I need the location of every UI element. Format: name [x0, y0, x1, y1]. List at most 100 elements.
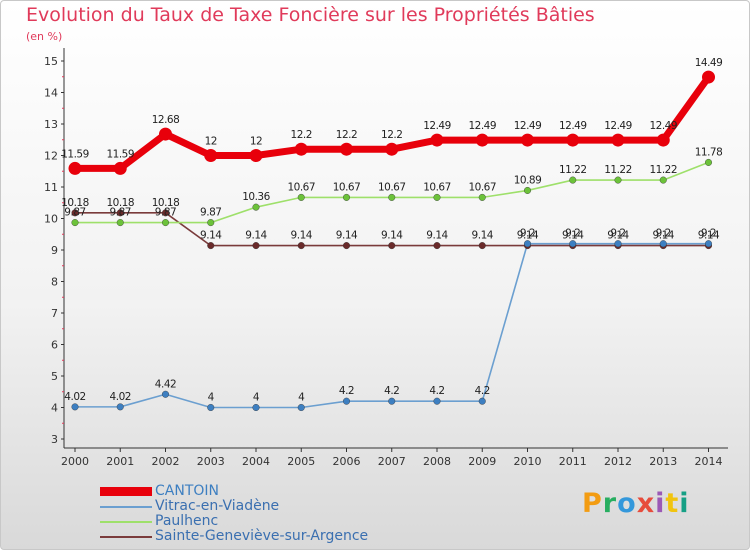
data-label: 9.14 — [245, 230, 267, 242]
data-label: 10.67 — [423, 181, 451, 193]
series-labels: 11.59 11.59 12.68 12 12 12.2 12.2 12.2 12.49 12.4… — [61, 57, 723, 404]
data-label: 9.14 — [517, 230, 539, 242]
data-point — [159, 127, 172, 141]
y-tick-label: 8 — [51, 276, 58, 289]
data-point — [71, 219, 79, 227]
data-point — [478, 242, 486, 250]
logo-letter: P — [582, 488, 603, 519]
legend-swatch — [100, 520, 152, 523]
data-point — [68, 161, 82, 175]
y-tick-label: 12 — [44, 150, 58, 163]
data-label: 9.87 — [64, 207, 85, 219]
chart-title: Evolution du Taux de Taxe Foncière sur l… — [26, 4, 595, 26]
legend-label: CANTOIN — [155, 483, 219, 499]
data-label: 9.2 — [520, 228, 535, 240]
data-point — [614, 240, 622, 248]
y-tick-label: 5 — [51, 370, 58, 383]
data-point — [340, 142, 353, 156]
data-point — [433, 242, 441, 250]
legend-swatch — [100, 487, 152, 496]
legend-item: Vitrac-en-Viadène — [100, 499, 420, 514]
data-label: 9.14 — [472, 230, 494, 242]
x-tick-label: 2006 — [333, 455, 361, 468]
data-label: 10.36 — [242, 191, 270, 203]
data-label: 12.49 — [468, 120, 496, 132]
data-label: 9.2 — [610, 228, 625, 240]
data-label: 4.02 — [110, 391, 131, 403]
data-label: 9.14 — [562, 230, 584, 242]
data-point — [433, 397, 441, 405]
data-point — [113, 161, 127, 175]
data-label: 9.87 — [155, 207, 176, 219]
data-point — [343, 397, 351, 405]
legend-item: Sainte-Geneviève-sur-Argence — [100, 529, 420, 544]
data-label: 9.2 — [565, 228, 580, 240]
data-point — [705, 158, 713, 166]
chart-legend: CANTOIN Vitrac-en-Viadène Paulhenc Sainte-G… — [100, 484, 420, 546]
data-point — [569, 176, 577, 184]
data-point — [524, 186, 532, 194]
data-point — [297, 193, 305, 201]
data-label: 9.14 — [336, 230, 358, 242]
x-tick-label: 2004 — [242, 455, 270, 468]
data-point — [475, 133, 489, 147]
x-tick-label: 2002 — [152, 455, 180, 468]
logo-letter: r — [602, 488, 618, 519]
data-point — [614, 176, 622, 184]
data-point — [385, 142, 399, 156]
data-point — [433, 193, 441, 201]
data-point — [656, 133, 670, 147]
data-point — [343, 242, 351, 250]
data-label: 12 — [250, 136, 262, 148]
data-point — [702, 70, 715, 84]
y-tick-label: 6 — [51, 339, 58, 352]
data-label: 9.14 — [653, 230, 675, 242]
data-label: 11.22 — [604, 164, 632, 176]
data-label: 12.49 — [559, 120, 587, 132]
data-label: 11.78 — [695, 146, 723, 158]
data-label: 4.42 — [155, 378, 176, 390]
data-point — [388, 193, 396, 201]
data-label: 10.18 — [106, 197, 134, 209]
data-point — [116, 219, 124, 227]
data-label: 12.49 — [514, 120, 542, 132]
data-point — [71, 403, 79, 411]
y-tick-label: 4 — [51, 402, 58, 415]
data-label: 11.59 — [106, 148, 134, 160]
x-tick-label: 2012 — [604, 455, 632, 468]
data-point — [343, 193, 351, 201]
data-label: 4 — [298, 392, 305, 404]
legend-item: CANTOIN — [100, 484, 420, 499]
logo-letter: o — [617, 488, 637, 519]
x-tick-label: 2001 — [106, 455, 134, 468]
y-tick-label: 3 — [51, 433, 58, 446]
data-label: 12.49 — [423, 120, 451, 132]
data-point — [611, 133, 625, 147]
y-tick-label: 7 — [51, 307, 58, 320]
x-tick-label: 2005 — [287, 455, 315, 468]
data-point — [252, 203, 260, 211]
data-label: 9.14 — [291, 230, 313, 242]
data-point — [207, 242, 215, 250]
data-point — [297, 404, 305, 412]
data-point — [478, 397, 486, 405]
data-label: 12.68 — [152, 114, 180, 126]
data-point — [297, 242, 305, 250]
data-point — [705, 240, 713, 248]
data-label: 9.14 — [381, 230, 403, 242]
x-tick-label: 2013 — [649, 455, 677, 468]
data-label: 10.67 — [468, 181, 496, 193]
data-label: 10.67 — [287, 181, 315, 193]
data-point — [161, 390, 169, 398]
proxiti-logo: Proxiti — [582, 488, 690, 519]
y-tick-label: 10 — [44, 213, 58, 226]
data-label: 9.14 — [200, 230, 222, 242]
data-label: 12 — [205, 136, 217, 148]
y-tick-label: 13 — [44, 118, 58, 131]
x-tick-label: 2008 — [423, 455, 451, 468]
data-label: 9.2 — [701, 228, 716, 240]
data-point — [430, 133, 444, 147]
legend-item: Paulhenc — [100, 514, 420, 529]
data-label: 9.87 — [200, 207, 221, 219]
